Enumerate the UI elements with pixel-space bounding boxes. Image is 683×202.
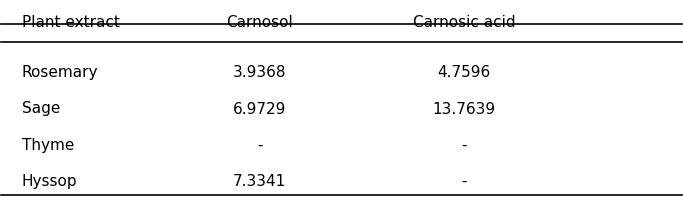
Text: -: - — [461, 137, 466, 152]
Text: -: - — [461, 173, 466, 188]
Text: Thyme: Thyme — [22, 137, 74, 152]
Text: Hyssop: Hyssop — [22, 173, 77, 188]
Text: 3.9368: 3.9368 — [233, 65, 287, 80]
Text: Plant extract: Plant extract — [22, 15, 120, 30]
Text: Carnosic acid: Carnosic acid — [413, 15, 515, 30]
Text: -: - — [257, 137, 263, 152]
Text: 4.7596: 4.7596 — [437, 65, 490, 80]
Text: 6.9729: 6.9729 — [233, 101, 287, 116]
Text: 13.7639: 13.7639 — [432, 101, 495, 116]
Text: Rosemary: Rosemary — [22, 65, 98, 80]
Text: Carnosol: Carnosol — [227, 15, 293, 30]
Text: Sage: Sage — [22, 101, 60, 116]
Text: 7.3341: 7.3341 — [234, 173, 286, 188]
